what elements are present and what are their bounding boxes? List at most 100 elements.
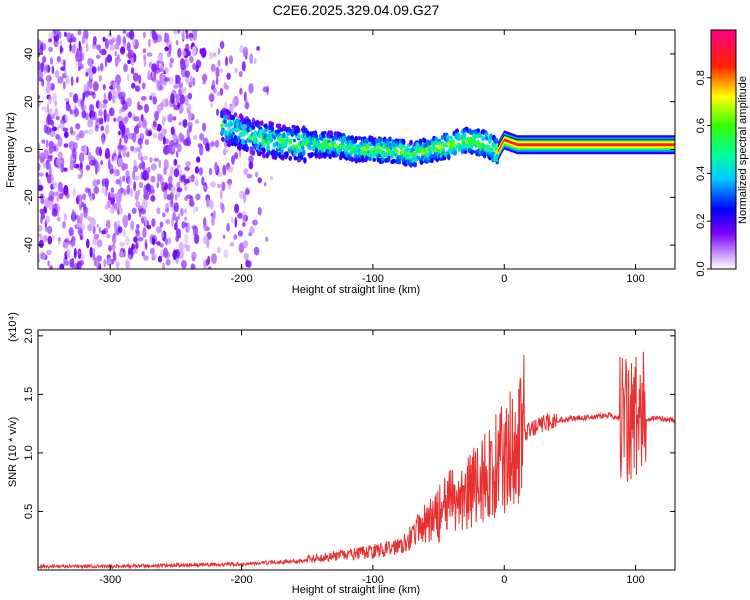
noise-cell — [184, 186, 188, 191]
noise-cell — [165, 218, 170, 225]
noise-cell — [156, 79, 159, 90]
noise-cell — [137, 86, 141, 92]
noise-cell — [117, 206, 123, 215]
noise-cell — [239, 190, 245, 200]
noise-cell — [87, 57, 93, 67]
noise-cell — [211, 253, 217, 264]
noise-cell — [242, 240, 249, 249]
signal-cell — [245, 146, 249, 153]
noise-cell — [141, 161, 146, 170]
noise-cell — [95, 259, 100, 269]
noise-cell — [89, 217, 96, 227]
noise-cell — [151, 237, 156, 246]
noise-cell — [51, 234, 55, 241]
noise-cell — [128, 176, 133, 187]
signal-cell — [264, 128, 268, 133]
noise-cell — [75, 123, 81, 130]
noise-cell — [130, 145, 135, 152]
noise-cell — [73, 247, 77, 259]
noise-cell — [79, 212, 84, 222]
noise-cell — [64, 31, 67, 37]
signal-cell — [438, 149, 443, 154]
signal-cell — [481, 136, 486, 141]
signal-cell — [282, 132, 286, 139]
noise-cell — [163, 189, 168, 200]
noise-cell — [48, 95, 52, 105]
y-tick-label: 20 — [23, 96, 35, 108]
figure-title: C2E6.2025.329.04.09.G27 — [273, 2, 440, 18]
noise-cell — [56, 126, 60, 131]
signal-cell — [446, 135, 450, 141]
signal-cell — [260, 120, 264, 126]
noise-cell — [135, 133, 140, 139]
noise-cell — [92, 36, 97, 45]
noise-cell — [189, 75, 193, 86]
noise-cell — [130, 188, 133, 198]
noise-cell — [219, 189, 223, 200]
noise-cell — [60, 163, 65, 174]
noise-cell — [101, 135, 105, 145]
noise-cell — [256, 46, 260, 51]
noise-cell — [168, 76, 174, 85]
noise-cell — [223, 82, 227, 90]
noise-cell — [131, 57, 134, 67]
noise-cell — [185, 75, 190, 84]
noise-cell — [165, 203, 169, 210]
noise-cell — [123, 189, 127, 196]
noise-cell — [162, 212, 166, 218]
signal-cell — [387, 155, 391, 161]
noise-cell — [64, 116, 68, 121]
noise-cell — [142, 48, 146, 54]
noise-cell — [88, 104, 95, 113]
noise-cell — [89, 73, 93, 80]
noise-cell — [182, 119, 188, 128]
y-tick-label: 0.5 — [23, 504, 35, 519]
noise-cell — [184, 222, 188, 228]
noise-cell — [41, 106, 46, 111]
signal-cell — [223, 114, 227, 121]
noise-cell — [114, 51, 118, 57]
noise-cell — [108, 39, 114, 46]
noise-cell — [171, 217, 174, 228]
noise-cell — [118, 120, 125, 130]
noise-cell — [76, 47, 80, 59]
noise-cell — [80, 235, 83, 241]
noise-cell — [237, 212, 243, 219]
noise-cell — [132, 248, 138, 255]
noise-cell — [52, 191, 59, 197]
noise-cell — [146, 52, 153, 57]
noise-cell — [126, 42, 131, 52]
noise-cell — [135, 201, 141, 208]
noise-cell — [140, 207, 147, 215]
noise-cell — [140, 217, 145, 224]
noise-cell — [223, 148, 229, 154]
noise-cell — [233, 234, 238, 240]
signal-cell — [240, 114, 244, 121]
noise-cell — [164, 77, 170, 82]
noise-cell — [190, 263, 195, 269]
noise-cell — [109, 44, 116, 52]
noise-cell — [38, 172, 44, 177]
noise-cell — [77, 222, 83, 229]
x-tick-label: 100 — [626, 574, 644, 586]
noise-cell — [48, 38, 53, 43]
signal-cell — [301, 145, 305, 151]
noise-cell — [76, 76, 79, 84]
noise-cell — [221, 181, 226, 192]
noise-cell — [45, 108, 49, 113]
noise-cell — [62, 240, 69, 249]
noise-cell — [183, 138, 189, 146]
noise-cell — [46, 162, 52, 170]
noise-cell — [150, 175, 156, 183]
noise-cell — [184, 43, 190, 53]
signal-cell — [401, 138, 406, 145]
signal-cell — [484, 136, 489, 141]
noise-cell — [108, 107, 115, 117]
noise-cell — [52, 181, 58, 189]
noise-cell — [83, 30, 89, 39]
noise-cell — [38, 61, 41, 72]
noise-cell — [133, 236, 138, 243]
noise-cell — [176, 187, 183, 193]
signal-cell — [422, 138, 427, 144]
snr-series-line — [38, 351, 675, 570]
